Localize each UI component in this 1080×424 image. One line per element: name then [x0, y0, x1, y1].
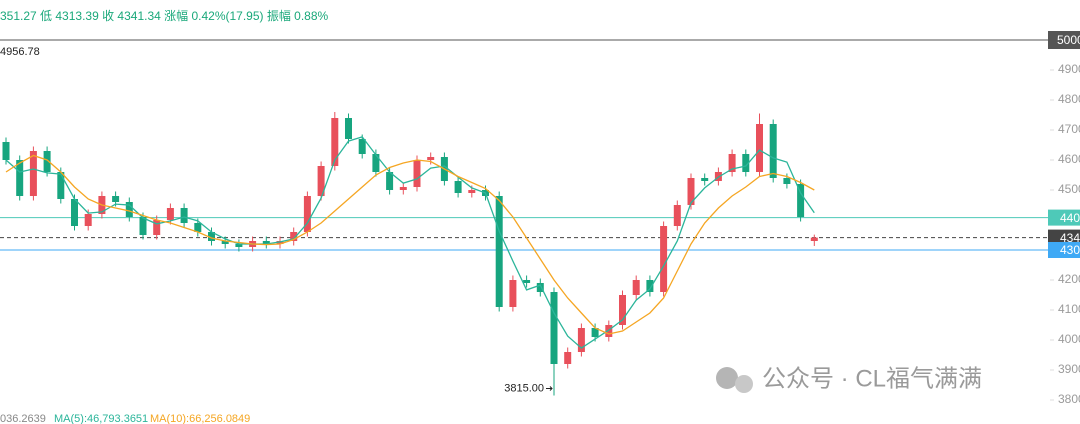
axis-label-box — [1048, 31, 1080, 49]
candle-body — [235, 244, 243, 247]
ma-line — [5, 154, 815, 335]
candle-body — [742, 154, 750, 172]
candle-body — [112, 196, 120, 202]
candle-body — [180, 208, 188, 223]
price-label: 4300 — [1060, 243, 1080, 257]
candle-body — [619, 295, 626, 325]
candle-body — [358, 139, 366, 154]
candle-body — [769, 124, 777, 178]
candle-body — [660, 226, 668, 292]
low-annotation: 3815.00 — [504, 382, 544, 394]
y-tick-label: 4600 — [1058, 152, 1080, 166]
price-label: 4408 — [1060, 211, 1080, 225]
y-tick-label: 4700 — [1058, 122, 1080, 136]
y-tick-label: 4100 — [1058, 302, 1080, 316]
candle-body — [29, 151, 37, 196]
candle-body — [166, 208, 174, 220]
candle-body — [290, 232, 298, 241]
candle-body — [550, 292, 558, 364]
y-tick-label: 3800 — [1058, 392, 1080, 406]
price-label-box — [1048, 242, 1080, 258]
candle-body — [2, 142, 10, 160]
wechat-icon — [735, 375, 753, 393]
footer-ma5: MA(5):46,793.3651 — [54, 413, 148, 424]
footer-ma10: MA(10):66,256.0849 — [150, 413, 250, 424]
watermark-text: 公众号 · CL福气满满 — [762, 365, 982, 392]
candle-body — [427, 157, 435, 160]
low-arrow — [546, 386, 553, 391]
y-tick-label: 4200 — [1058, 272, 1080, 286]
candle-body — [783, 178, 791, 184]
candle-body — [84, 214, 92, 226]
y-tick-label: 4500 — [1058, 182, 1080, 196]
candle-body — [810, 237, 818, 241]
candle-body — [43, 151, 51, 172]
candle-body — [523, 280, 531, 283]
candle-body — [797, 184, 805, 217]
candle-body — [139, 217, 147, 235]
candle-body — [194, 223, 202, 232]
candle-body — [153, 220, 161, 235]
candle-body — [331, 118, 339, 166]
candle-body — [673, 205, 681, 226]
candle-body — [495, 196, 503, 307]
candle-body — [317, 166, 325, 196]
candle-body — [71, 199, 78, 226]
high-annotation: 4956.78 — [0, 46, 40, 58]
candle-body — [262, 241, 270, 244]
candle-body — [646, 280, 654, 292]
y-tick-label: 4000 — [1058, 332, 1080, 346]
header-info: 351.27 低 4313.39 收 4341.34 涨幅 0.42%(17.9… — [0, 8, 329, 23]
candle-body — [125, 202, 133, 217]
y-tick-label: 4800 — [1058, 92, 1080, 106]
candle-body — [57, 172, 65, 199]
candle-body — [591, 328, 599, 337]
candle-body — [386, 172, 394, 190]
candle-body — [728, 154, 736, 172]
y-tick-label: 4900 — [1058, 62, 1080, 76]
candle-body — [413, 160, 421, 187]
ma-line — [5, 136, 815, 349]
candle-body — [221, 241, 229, 244]
candle-body — [468, 190, 476, 193]
candle-body — [687, 178, 695, 205]
candle-body — [454, 181, 462, 193]
watermark: 公众号 · CL福气满满 — [716, 365, 982, 393]
candle-body — [509, 280, 517, 307]
candle-body — [605, 325, 613, 337]
candle-body — [372, 154, 380, 172]
candle-body — [632, 280, 640, 295]
price-label-box — [1048, 229, 1080, 246]
wechat-icon — [716, 367, 738, 389]
candle-body — [756, 124, 763, 172]
candle-body — [345, 118, 352, 139]
candle-body — [303, 196, 311, 232]
footer-volume: 036.2639 — [0, 413, 46, 424]
y-tick-label: 5000 — [1057, 33, 1080, 47]
candle-body — [208, 232, 215, 241]
candle-body — [564, 352, 572, 364]
candle-body — [701, 178, 709, 181]
candle-body — [577, 328, 585, 352]
price-label-box — [1048, 209, 1080, 226]
candle-body — [399, 187, 407, 190]
price-label: 4341.34 — [1060, 231, 1080, 245]
candle-body — [16, 160, 24, 196]
y-tick-label: 3900 — [1058, 362, 1080, 376]
candle-body — [536, 283, 544, 292]
